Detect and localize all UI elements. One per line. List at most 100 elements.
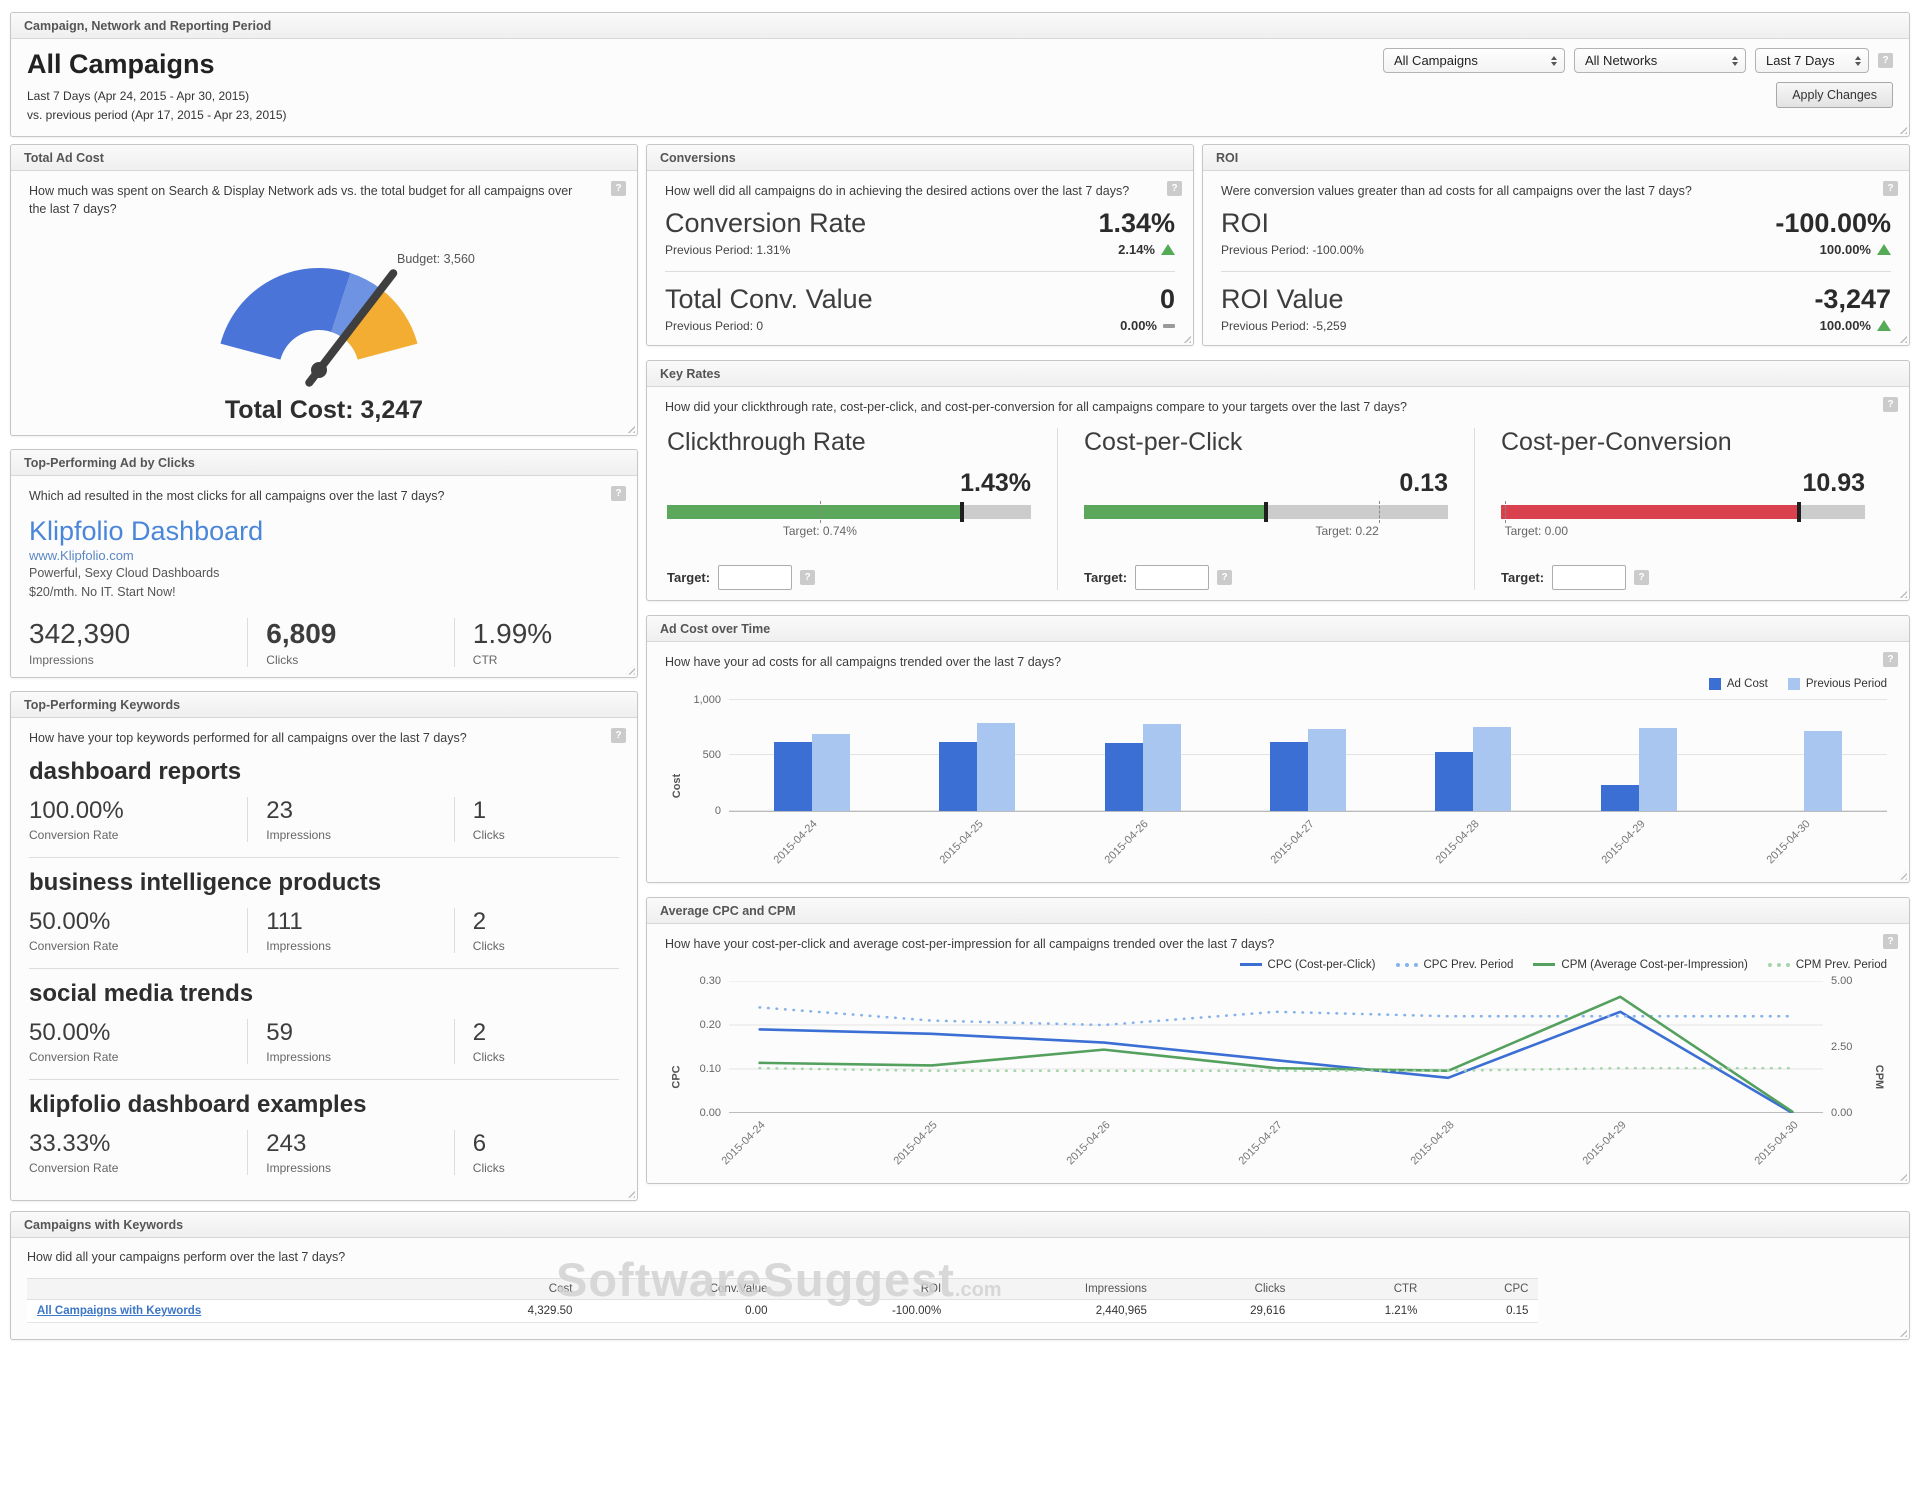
keyword-stat: 33.33% Conversion Rate [29,1130,247,1175]
help-icon[interactable]: ? [1883,933,1898,949]
legend-line-icon [1239,963,1262,967]
bar [1473,726,1512,811]
keyword-name: dashboard reports [29,757,242,785]
legend-item: CPM Prev. Period [1767,959,1887,971]
keyword-stats: 50.00% Conversion Rate 59 Impressions 2 Click… [29,1018,619,1064]
keyword-stat-label: Clicks [472,1049,505,1064]
help-icon[interactable]: ? [611,727,626,743]
campaign-select[interactable]: All Campaigns [1383,48,1565,73]
y-tick-label: 0.10 [699,1062,721,1075]
dashboard-page: Campaign, Network and Reporting Period A… [0,0,1920,1350]
help-icon[interactable]: ? [1883,181,1898,197]
network-select[interactable]: All Networks [1574,48,1746,73]
ctr-target-input[interactable] [718,565,793,591]
cell-cpc: 0.15 [1427,1299,1539,1323]
x-tick-label: 2015-04-26 [1064,1118,1113,1167]
conversion-rate-metric: Conversion Rate 1.34% Previous Period: 1… [665,200,1175,259]
ad-ctr-stat: 1.99% CTR [453,617,619,667]
campaign-period-title: Campaign, Network and Reporting Period [11,13,1909,39]
keyword-stat-value: 2 [472,907,487,935]
ad-impressions-label: Impressions [29,652,94,667]
metric-name: ROI Value [1221,284,1344,315]
keyword-stat-value: 23 [266,796,293,824]
bar [1269,741,1308,811]
campaigns-table-question: How did all your campaigns perform over … [27,1249,346,1264]
metric-value: 0 [1159,284,1175,315]
help-icon[interactable]: ? [1883,397,1898,413]
campaigns-table-title: Campaigns with Keywords [11,1211,1909,1238]
daterange-select[interactable]: Last 7 Days [1755,48,1869,73]
cpc-cpm-line-chart [729,981,1823,1113]
help-icon[interactable]: ? [1634,570,1650,586]
keyword-stat-value: 33.33% [29,1129,111,1157]
keyword-stat: 100.00% Conversion Rate [29,797,247,842]
key-rates-title: Key Rates [647,361,1909,388]
legend-label: CPM (Average Cost-per-Impression) [1561,958,1748,971]
keyword-stat-label: Conversion Rate [29,938,119,953]
keyword-stats: 33.33% Conversion Rate 243 Impressions 6 Clic… [29,1129,619,1175]
keyword-stat-label: Impressions [266,827,331,842]
cpconv-target-input[interactable] [1552,565,1627,591]
bar [1104,743,1143,811]
y-tick-label: 5.00 [1831,974,1853,987]
total-conv-value-metric: Total Conv. Value 0 Previous Period: 0 0… [665,276,1175,335]
campaign-select-value: All Campaigns [1394,53,1478,68]
campaigns-table: Cost Conv.Value ROI Impressions Clicks C… [27,1277,1539,1323]
bullet-bar [1084,501,1448,524]
cpc-target-input[interactable] [1135,565,1210,591]
keyword-stat-value: 100.00% [29,796,124,824]
divider [665,271,1175,273]
keyword-stat: 1 Clicks [453,796,619,842]
bar [977,723,1016,811]
ad-impressions-stat: 342,390 Impressions [29,618,247,667]
keyword-stat-label: Impressions [266,938,331,953]
help-icon[interactable]: ? [800,570,816,586]
help-icon[interactable]: ? [1878,53,1893,68]
keyword-name: business intelligence products [29,868,382,896]
legend-swatch-icon [1787,677,1800,690]
keyword-name: klipfolio dashboard examples [29,1090,367,1118]
legend-label: CPC (Cost-per-Click) [1267,958,1376,971]
cpc-cpm-question: How have your cost-per-click and average… [665,936,1275,951]
all-campaigns-link[interactable]: All Campaigns with Keywords [37,1304,202,1317]
bar-group [1435,726,1512,811]
campaign-period-panel: Campaign, Network and Reporting Period A… [10,12,1910,138]
apply-changes-button[interactable]: Apply Changes [1776,82,1893,108]
help-icon[interactable]: ? [1167,181,1182,197]
bar [1142,724,1181,811]
total-ad-cost-panel: Total Ad Cost ? How much was spent on Se… [10,144,638,437]
legend-line-icon [1533,963,1556,967]
keyword-stat: 50.00% Conversion Rate [29,908,247,953]
keyword-stat-value: 243 [266,1129,307,1157]
bullet-bar [1501,501,1865,524]
keyword-stat-value: 2 [472,1018,487,1046]
key-rates-question: How did your clickthrough rate, cost-per… [665,400,1407,415]
key-rates-panel: Key Rates ? How did your clickthrough ra… [646,360,1910,602]
help-icon[interactable]: ? [1883,652,1898,668]
cpm-axis-title: CPM [1873,1064,1886,1089]
keyword-stat-value: 111 [266,907,303,935]
keyword-name: social media trends [29,979,254,1007]
kr-value: 1.43% [960,469,1031,498]
col-ctr: CTR [1295,1277,1428,1300]
x-tick-label: 2015-04-27 [1236,1118,1285,1167]
help-icon[interactable]: ? [611,181,626,197]
help-icon[interactable]: ? [611,486,626,502]
ad-headline-link[interactable]: Klipfolio Dashboard [29,515,264,546]
total-cost-value: Total Cost: 3,247 [224,396,424,425]
roi-question: Were conversion values greater than ad c… [1221,184,1692,199]
bar-group [1766,731,1843,811]
bar-group [939,723,1016,811]
keyword-stat: 50.00% Conversion Rate [29,1019,247,1064]
y-tick-label: 500 [702,749,721,762]
bar [1307,728,1346,811]
legend-item: Previous Period [1787,677,1887,690]
help-icon[interactable]: ? [1217,570,1233,586]
x-tick-label: 2015-04-25 [891,1118,941,1167]
change-value: 2.14% [1118,242,1155,258]
legend-item: Ad Cost [1708,677,1768,690]
bar [1600,784,1639,811]
ad-description-line2: $20/mth. No IT. Start Now! [29,585,176,600]
keyword-stat-label: Conversion Rate [29,1160,119,1175]
keyword-stat-value: 50.00% [29,1018,111,1046]
